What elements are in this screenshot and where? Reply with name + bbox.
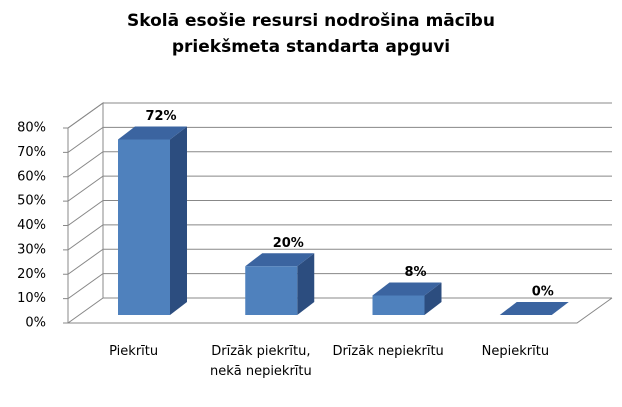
bar xyxy=(372,295,425,315)
grid-line xyxy=(63,151,612,178)
x-tick-label: Drīzāk nepiekrītu xyxy=(332,344,444,359)
bar-side xyxy=(297,253,315,315)
bar-top xyxy=(499,302,569,315)
y-tick-label: 0% xyxy=(25,316,46,331)
y-tick-label: 10% xyxy=(17,291,46,306)
bar-side xyxy=(424,282,442,315)
floor xyxy=(68,297,613,324)
x-tick-label: Piekrītu xyxy=(109,344,159,359)
grid-line xyxy=(63,224,612,251)
x-tick-label: Drīzāk piekrītu, nekā nepiekrītu xyxy=(209,344,312,379)
bar xyxy=(245,266,298,315)
grid-line xyxy=(63,273,612,300)
chart-title: Skolā esošie resursi nodrošina mācību pr… xyxy=(127,11,495,57)
bar xyxy=(118,139,170,315)
x-tick-label: Nepiekrītu xyxy=(481,344,550,359)
y-tick-label: 80% xyxy=(17,121,46,136)
y-tick-label: 40% xyxy=(17,218,46,233)
grid-line xyxy=(63,126,612,153)
y-tick-label: 30% xyxy=(17,242,46,257)
value-label: 0% xyxy=(532,285,554,300)
grid-line xyxy=(63,102,612,129)
bar-side xyxy=(170,126,187,315)
grid-line xyxy=(63,297,612,324)
value-label: 72% xyxy=(145,109,176,124)
bar-top xyxy=(245,253,315,267)
y-tick-label: 70% xyxy=(17,145,46,160)
grid-line xyxy=(63,200,612,226)
grid-line xyxy=(63,175,612,202)
grid-line xyxy=(63,248,612,275)
y-tick-label: 60% xyxy=(17,169,46,184)
bar-top xyxy=(118,126,187,140)
bar-top xyxy=(372,282,442,296)
y-tick-label: 50% xyxy=(17,194,46,209)
value-label: 8% xyxy=(404,265,426,280)
y-tick-label: 20% xyxy=(17,267,46,282)
value-label: 20% xyxy=(273,236,304,251)
